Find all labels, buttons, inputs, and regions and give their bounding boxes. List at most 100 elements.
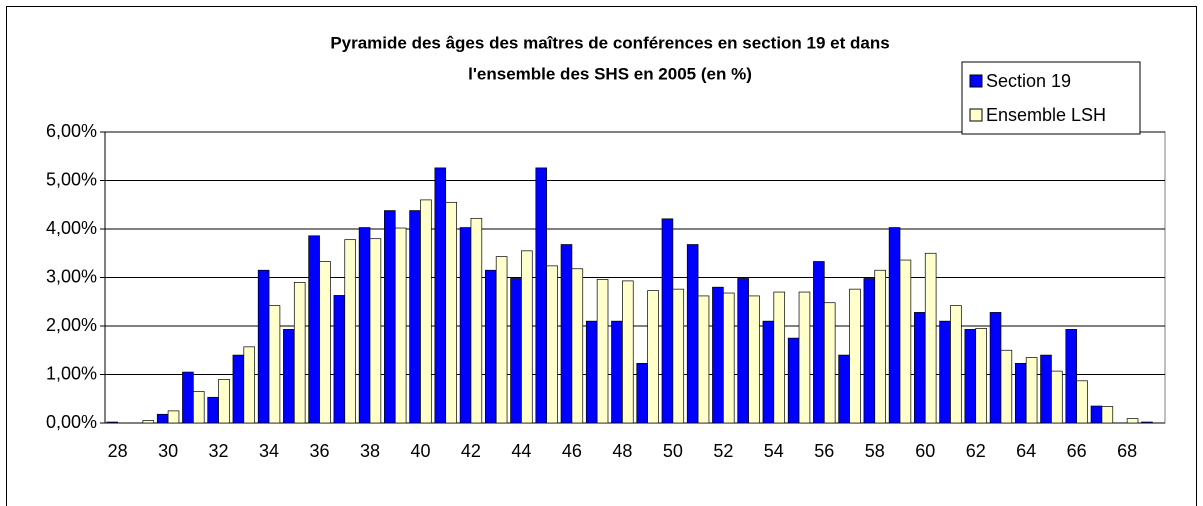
bar xyxy=(167,410,180,424)
legend-label: Section 19 xyxy=(986,71,1071,91)
bar xyxy=(823,302,836,424)
bar xyxy=(106,421,118,424)
bar xyxy=(560,244,573,424)
bar xyxy=(434,167,447,424)
bar xyxy=(748,295,760,424)
bar xyxy=(798,291,811,424)
legend-swatch xyxy=(969,74,983,88)
bar xyxy=(257,269,270,424)
bar xyxy=(622,280,634,424)
bar xyxy=(975,328,987,424)
y-tick-label: 5,00% xyxy=(46,169,97,189)
x-tick-label: 44 xyxy=(511,441,531,461)
x-tick-label: 42 xyxy=(461,441,481,461)
x-tick-label: 48 xyxy=(612,441,632,461)
bar xyxy=(394,227,407,424)
legend-swatch xyxy=(969,108,983,122)
bar xyxy=(484,269,497,424)
bar xyxy=(1040,354,1052,424)
bar xyxy=(420,199,432,424)
bar xyxy=(773,291,786,424)
bar xyxy=(863,278,876,424)
bar xyxy=(445,201,457,424)
bar xyxy=(1025,357,1038,424)
bar xyxy=(874,269,886,424)
x-tick-label: 52 xyxy=(713,441,733,461)
x-tick-label: 56 xyxy=(814,441,834,461)
x-tick-label: 36 xyxy=(310,441,330,461)
bar xyxy=(182,371,194,424)
x-tick-label: 62 xyxy=(966,441,986,461)
bar xyxy=(924,252,937,424)
y-tick-label: 3,00% xyxy=(46,266,97,286)
bar xyxy=(888,227,901,424)
bar xyxy=(283,329,295,424)
bar xyxy=(1090,405,1103,424)
x-tick-label: 28 xyxy=(108,441,128,461)
bar xyxy=(1065,329,1078,424)
bar xyxy=(495,256,508,424)
bar xyxy=(950,305,962,424)
bar xyxy=(218,379,230,424)
x-tick-label: 66 xyxy=(1067,441,1087,461)
bar xyxy=(939,320,951,424)
bar xyxy=(787,337,800,424)
y-tick-label: 6,00% xyxy=(46,121,97,141)
bar xyxy=(849,288,861,424)
bar xyxy=(409,210,421,424)
bar xyxy=(192,391,205,424)
bar xyxy=(838,354,850,424)
x-tick-label: 38 xyxy=(360,441,380,461)
x-tick-label: 54 xyxy=(764,441,784,461)
bar xyxy=(344,239,356,424)
bar xyxy=(1014,362,1027,424)
bar xyxy=(358,227,371,424)
bar xyxy=(1051,370,1063,424)
bar xyxy=(293,282,306,424)
bar xyxy=(384,210,396,424)
bar xyxy=(1076,380,1088,424)
chart-title: l'ensemble des SHS en 2005 (en %) xyxy=(468,64,752,83)
x-tick-label: 58 xyxy=(865,441,885,461)
bar xyxy=(333,295,346,424)
x-tick-label: 60 xyxy=(915,441,935,461)
bar xyxy=(232,354,245,424)
bar xyxy=(672,288,685,424)
bar xyxy=(1141,421,1153,424)
bar xyxy=(722,292,735,424)
x-tick-label: 32 xyxy=(209,441,229,461)
y-tick-label: 1,00% xyxy=(46,363,97,383)
x-tick-label: 50 xyxy=(663,441,683,461)
bar xyxy=(1000,349,1013,424)
bar xyxy=(964,329,977,424)
x-tick-label: 34 xyxy=(259,441,279,461)
bar xyxy=(611,320,623,424)
bar xyxy=(636,362,648,424)
bar xyxy=(1126,418,1139,424)
bar xyxy=(535,167,548,424)
x-tick-label: 68 xyxy=(1117,441,1137,461)
x-tick-label: 46 xyxy=(562,441,582,461)
bar xyxy=(510,278,522,424)
bar xyxy=(989,312,1002,424)
bar xyxy=(813,261,825,424)
bar xyxy=(319,261,331,424)
y-tick-label: 4,00% xyxy=(46,218,97,238)
bar xyxy=(712,286,724,424)
y-tick-label: 0,00% xyxy=(46,412,97,432)
bar xyxy=(571,268,584,424)
bar xyxy=(268,305,281,424)
bar xyxy=(156,413,169,424)
bar xyxy=(585,320,598,424)
bar xyxy=(647,290,659,424)
bar xyxy=(686,244,699,424)
bar xyxy=(142,420,155,424)
bar xyxy=(369,238,382,424)
bar xyxy=(243,346,256,424)
bar xyxy=(459,227,472,424)
legend-label: Ensemble LSH xyxy=(986,105,1106,125)
bar xyxy=(521,250,533,424)
x-tick-label: 40 xyxy=(410,441,430,461)
chart-title: Pyramide des âges des maîtres de confére… xyxy=(330,33,889,52)
